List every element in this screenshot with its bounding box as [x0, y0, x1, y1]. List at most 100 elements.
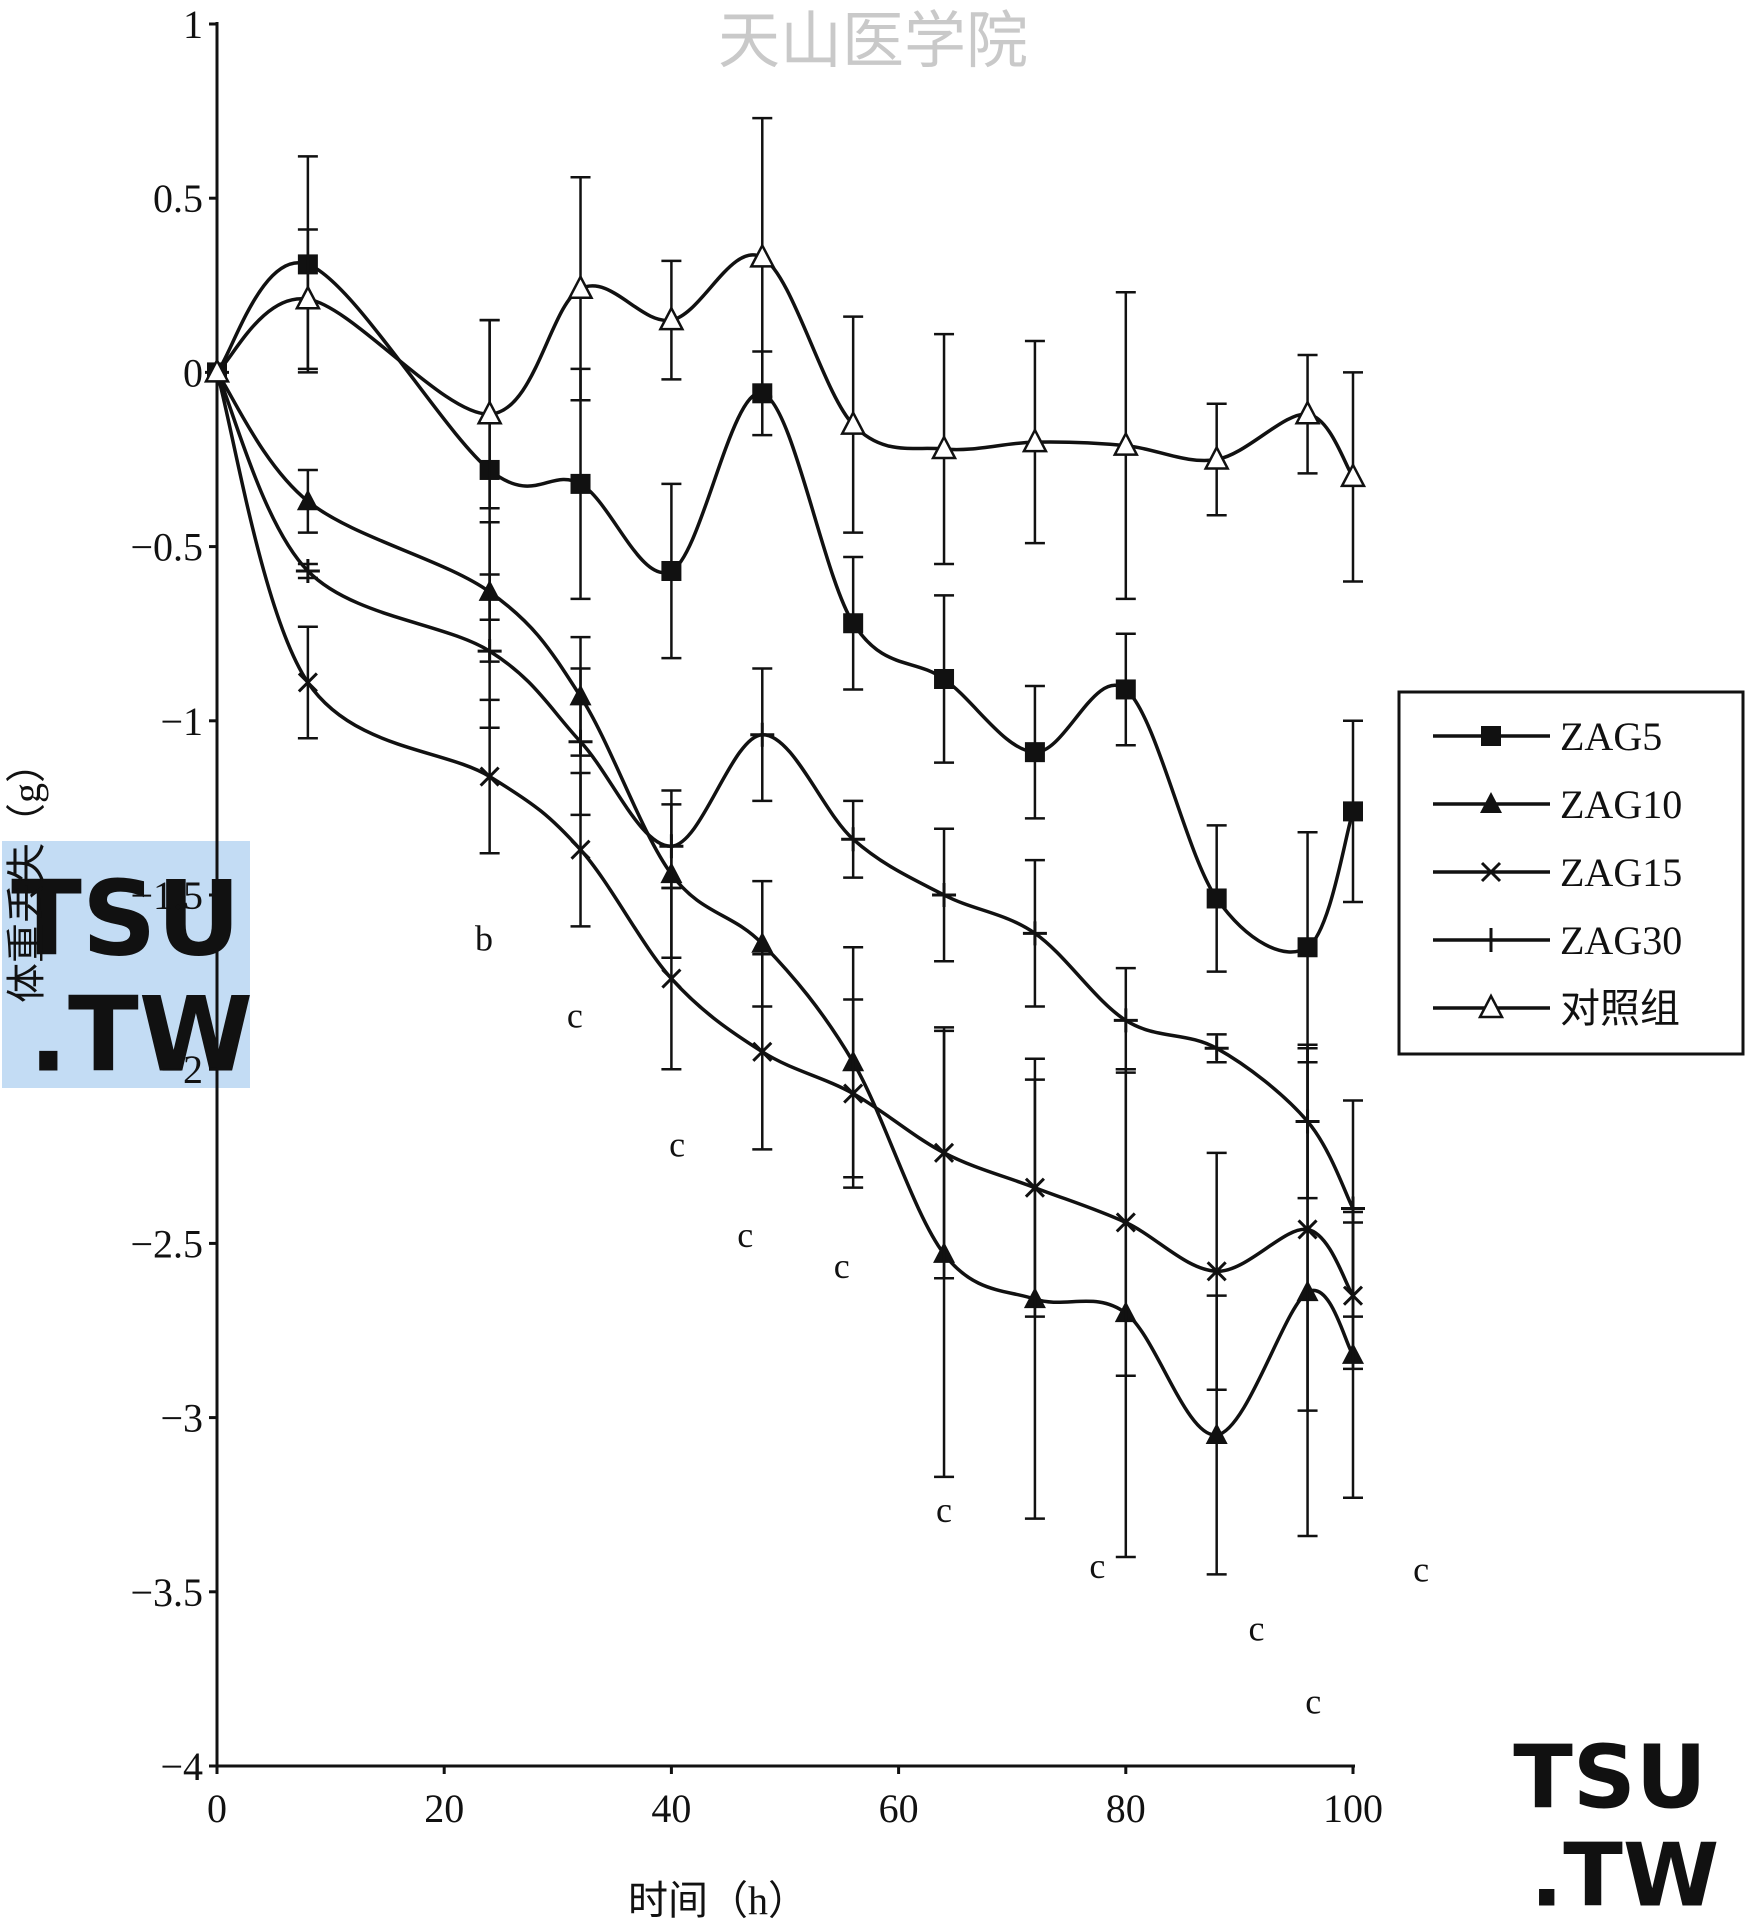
series-line-0 — [215, 260, 1355, 954]
annotation-label: c — [936, 1490, 952, 1530]
annotation-label: c — [669, 1124, 685, 1164]
y-tick-label: −0.5 — [130, 525, 203, 570]
annotation-label: c — [834, 1246, 850, 1286]
watermark-logo-text-top-1: TSU — [11, 860, 241, 980]
series-2 — [206, 362, 1364, 1412]
y-tick-label: −2 — [160, 1047, 203, 1092]
data-point — [1022, 921, 1047, 946]
annotation-label: c — [1413, 1549, 1429, 1589]
legend-marker — [1480, 861, 1502, 883]
data-point — [1343, 801, 1363, 822]
data-point — [1295, 1109, 1320, 1134]
annotation-label: c — [567, 995, 583, 1035]
data-point — [1297, 1219, 1318, 1240]
y-axis-title: 体重丢失（g） — [4, 743, 49, 1003]
legend-marker — [1481, 726, 1501, 746]
data-point — [1206, 888, 1227, 909]
watermark-logo-box-1 — [2, 841, 250, 1088]
data-point — [479, 766, 500, 787]
data-point — [295, 558, 320, 583]
series-line-3 — [215, 371, 1355, 1210]
legend: ZAG5 ZAG10 ZAG15 ZAG30 对照组 — [1397, 690, 1745, 1056]
data-point — [841, 827, 866, 852]
series-line-1 — [215, 371, 1355, 1437]
x-tick-label: 0 — [207, 1786, 227, 1831]
data-point — [659, 834, 684, 859]
data-point — [1204, 1036, 1229, 1061]
annotation-label: c — [737, 1215, 753, 1255]
watermark-top-text: 天山医学院 — [718, 8, 1028, 76]
data-point — [1112, 430, 1139, 456]
data-point — [1113, 1008, 1138, 1033]
annotation-label: b — [475, 919, 493, 959]
data-point — [843, 1083, 864, 1104]
data-point — [1341, 1196, 1365, 1221]
data-point — [567, 274, 594, 300]
data-point — [930, 434, 958, 460]
x-tick-label: 20 — [424, 1786, 464, 1831]
x-axis-title: 时间（h） — [628, 1878, 808, 1923]
x-tick-label: 80 — [1106, 1786, 1146, 1831]
series-line-2 — [215, 371, 1355, 1297]
legend-marker — [1480, 792, 1502, 813]
series-1 — [206, 360, 1364, 1576]
y-tick-label: 0.5 — [153, 176, 203, 221]
data-point — [840, 409, 867, 435]
x-tick-label: 100 — [1323, 1786, 1383, 1831]
legend-label: 对照组 — [1560, 986, 1680, 1031]
data-point — [1205, 1423, 1228, 1445]
y-tick-label: −1 — [160, 699, 203, 744]
data-point — [296, 489, 319, 511]
axes: 10.50−0.5−1−1.5−2−2.5−3−3.5−40 20 40 60 80 10… — [130, 2, 1383, 1831]
data-point — [932, 883, 957, 907]
y-tick-label: −1.5 — [130, 873, 203, 918]
y-tick-label: −2.5 — [130, 1221, 203, 1266]
watermark-logo-text-top-2: TSU — [1513, 1727, 1706, 1829]
data-point — [568, 729, 593, 754]
data-point — [477, 639, 502, 664]
data-point — [1115, 1212, 1136, 1233]
annotation-label: c — [1305, 1682, 1321, 1722]
data-point — [1339, 462, 1367, 488]
y-tick-label: 1 — [183, 2, 203, 47]
y-tick-label: −3.5 — [130, 1570, 203, 1615]
data-point — [1294, 399, 1321, 425]
data-point — [658, 305, 685, 331]
data-point — [1203, 444, 1230, 470]
annotation-label: c — [1248, 1609, 1264, 1649]
data-point — [1115, 679, 1136, 700]
x-tick-label: 40 — [651, 1786, 691, 1831]
data-point — [570, 473, 591, 494]
legend-label: ZAG10 — [1560, 782, 1682, 827]
data-point — [203, 357, 231, 383]
series-3 — [205, 360, 1365, 1318]
legend-marker — [1477, 993, 1505, 1019]
legend-label: ZAG15 — [1560, 850, 1682, 895]
watermark-logo-text-bottom-1: .TW — [29, 976, 254, 1096]
data-point — [1206, 1261, 1227, 1282]
plot-area — [203, 116, 1367, 1576]
legend-label: ZAG5 — [1560, 714, 1662, 759]
data-point — [661, 968, 682, 989]
data-point — [476, 399, 503, 425]
legend-marker — [1479, 928, 1503, 952]
x-tick-label: 60 — [879, 1786, 919, 1831]
data-point — [752, 1041, 773, 1062]
data-point — [1024, 1177, 1045, 1198]
data-point — [1021, 427, 1048, 453]
legend-label: ZAG30 — [1560, 918, 1682, 963]
data-point — [750, 722, 775, 747]
annotation-label: c — [1089, 1546, 1105, 1586]
data-point — [749, 242, 776, 268]
data-point — [661, 560, 682, 581]
y-tick-label: −4 — [160, 1744, 203, 1789]
data-point — [294, 284, 321, 310]
y-tick-label: 0 — [183, 350, 203, 395]
series-0 — [207, 155, 1363, 1064]
data-point — [751, 931, 774, 953]
data-point — [570, 839, 591, 860]
data-point — [1024, 742, 1045, 763]
data-point — [933, 1142, 955, 1163]
watermark-logo-text-bottom-2: .TW — [1530, 1824, 1719, 1926]
